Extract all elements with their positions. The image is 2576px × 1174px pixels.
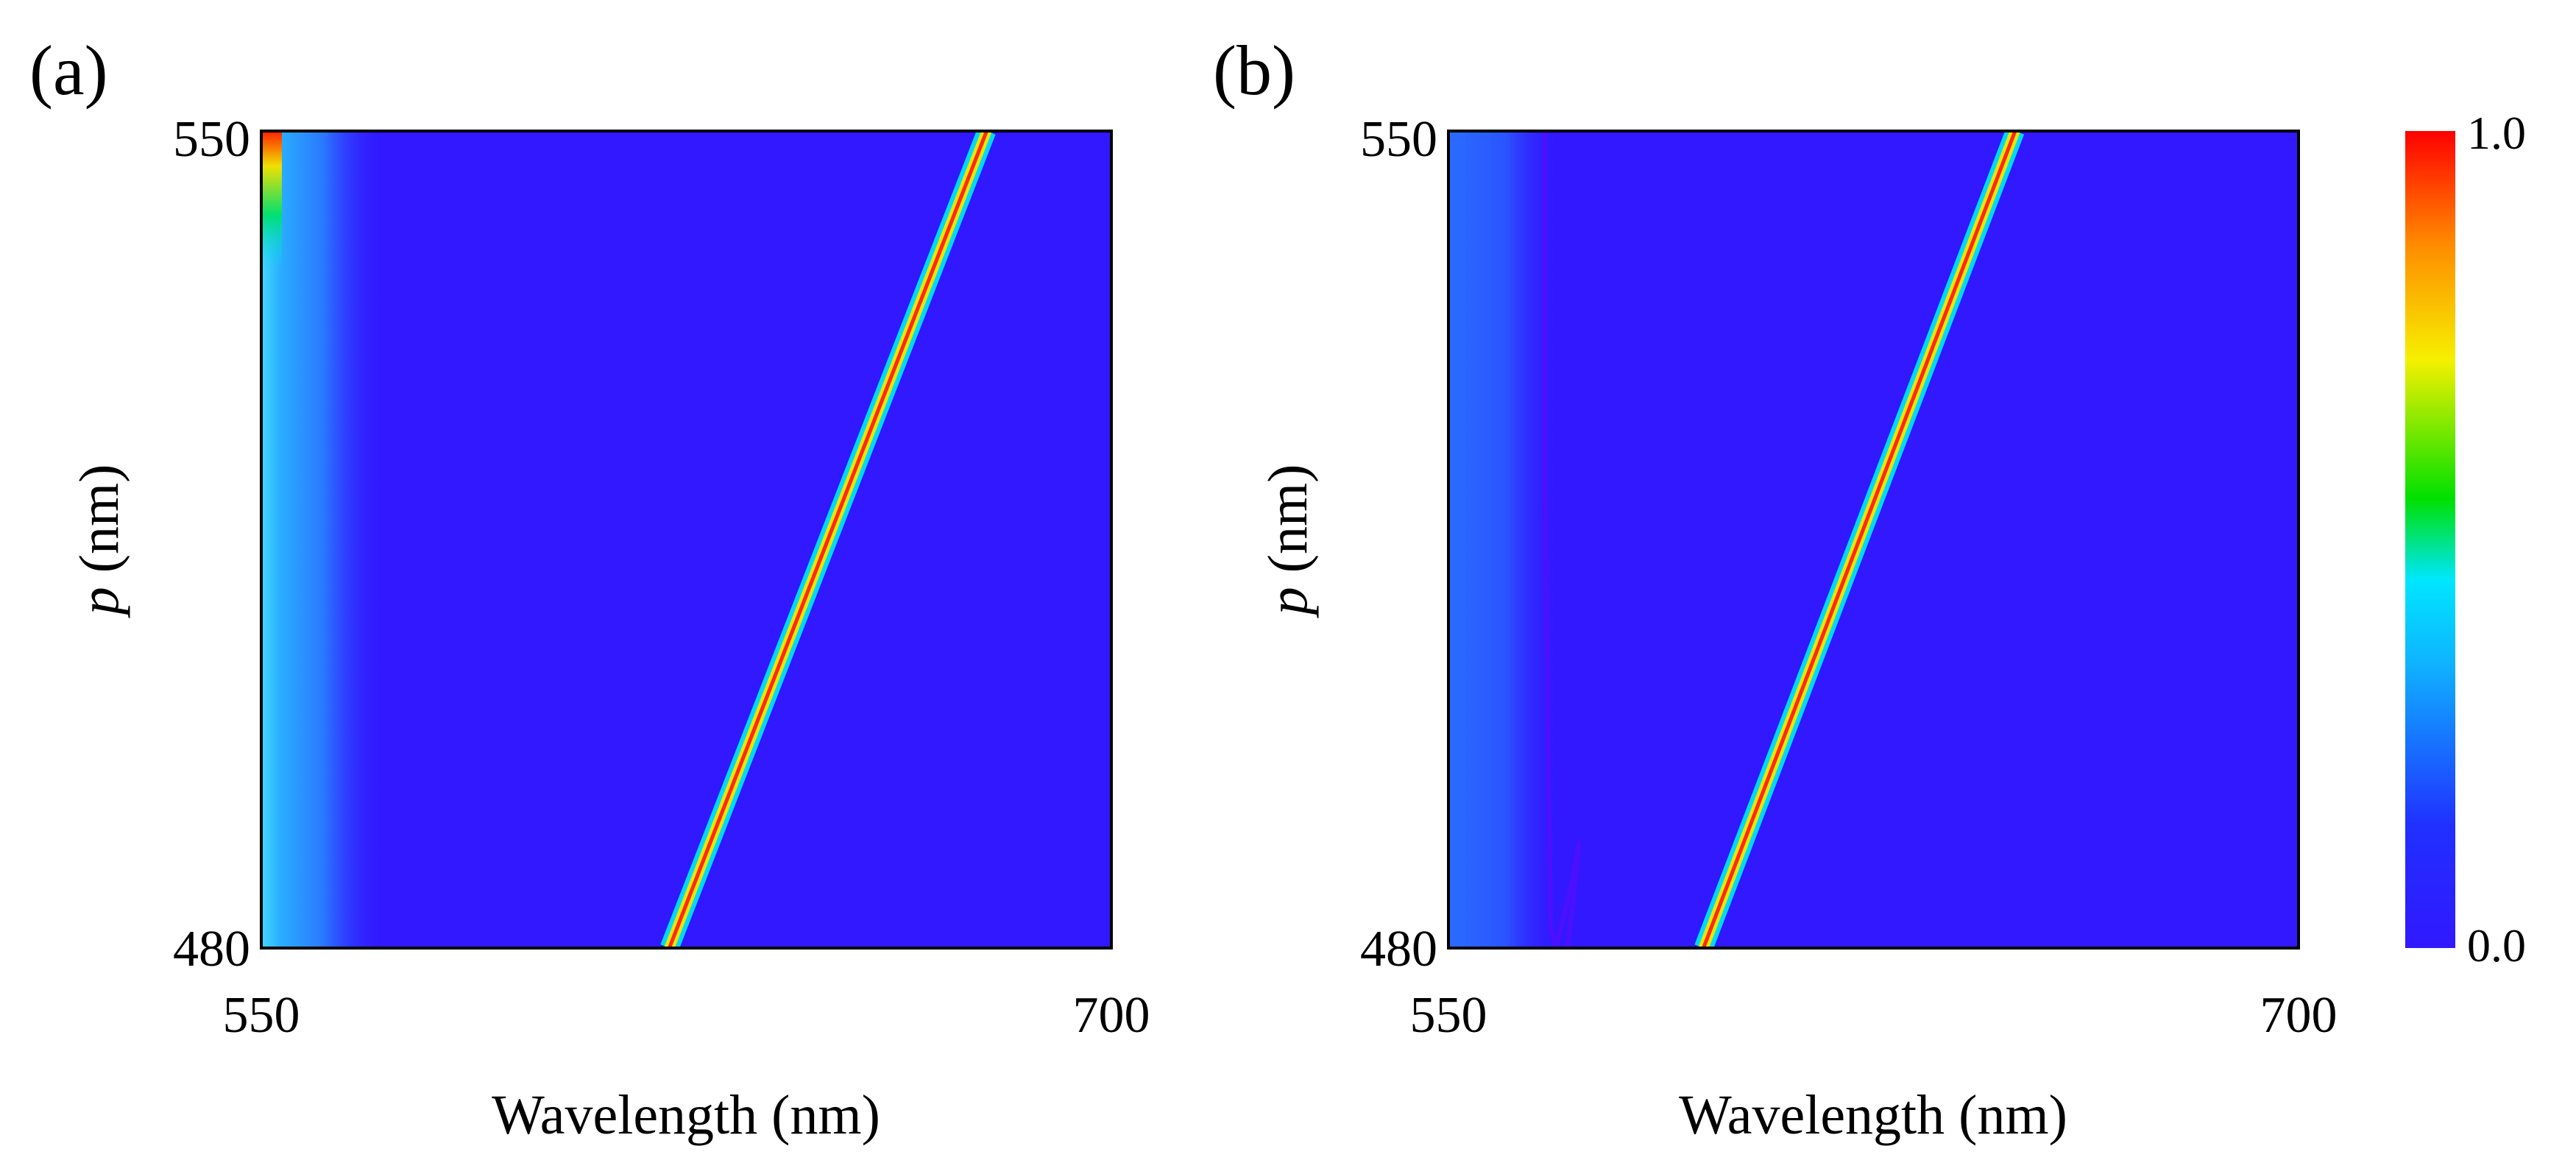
colorbar-max-label: 1.0 xyxy=(2467,107,2526,159)
plot-frame xyxy=(1447,130,2300,950)
x-tick-label: 550 xyxy=(223,987,300,1044)
faint-curve xyxy=(1542,131,1582,948)
y-tick-label: 550 xyxy=(1360,111,1437,168)
resonance-line xyxy=(668,131,988,948)
y-axis-variable: p xyxy=(1257,587,1319,618)
x-axis-label: Wavelength (nm) xyxy=(1679,1084,2067,1146)
colorbar-min-label: 0.0 xyxy=(2467,919,2526,972)
y-tick-label: 480 xyxy=(1360,921,1437,977)
x-tick-label: 700 xyxy=(2260,987,2338,1044)
colorbar: 1.0 0.0 xyxy=(2405,107,2526,972)
x-tick-label: 550 xyxy=(1410,987,1487,1044)
resonance-line xyxy=(1702,131,2017,948)
y-axis-variable: p xyxy=(68,587,130,618)
panel-label: (a) xyxy=(29,31,108,110)
y-axis-label: p (nm) xyxy=(1257,464,1319,619)
heatmap-panel-b: (b) 550 480 550 700 Wavelength (nm) p (n… xyxy=(1213,31,2338,1146)
x-tick-label: 700 xyxy=(1073,987,1150,1044)
left-edge-glow xyxy=(261,131,386,948)
panel-label: (b) xyxy=(1213,31,1295,110)
heatmap-background xyxy=(261,131,1111,948)
heatmap-background xyxy=(1448,131,2299,948)
heatmap-panel-a: (a) 550 480 550 700 Wavelength (nm) p (n… xyxy=(29,31,1150,1146)
x-axis-label: Wavelength (nm) xyxy=(492,1084,880,1146)
y-tick-label: 480 xyxy=(173,921,250,977)
plot-frame xyxy=(260,130,1113,950)
y-axis-label: p (nm) xyxy=(68,464,130,619)
y-axis-unit: (nm) xyxy=(1257,464,1319,587)
y-axis-unit: (nm) xyxy=(68,464,130,587)
corner-hotspot xyxy=(261,131,282,271)
colorbar-gradient xyxy=(2405,131,2455,948)
y-tick-label: 550 xyxy=(173,111,250,168)
